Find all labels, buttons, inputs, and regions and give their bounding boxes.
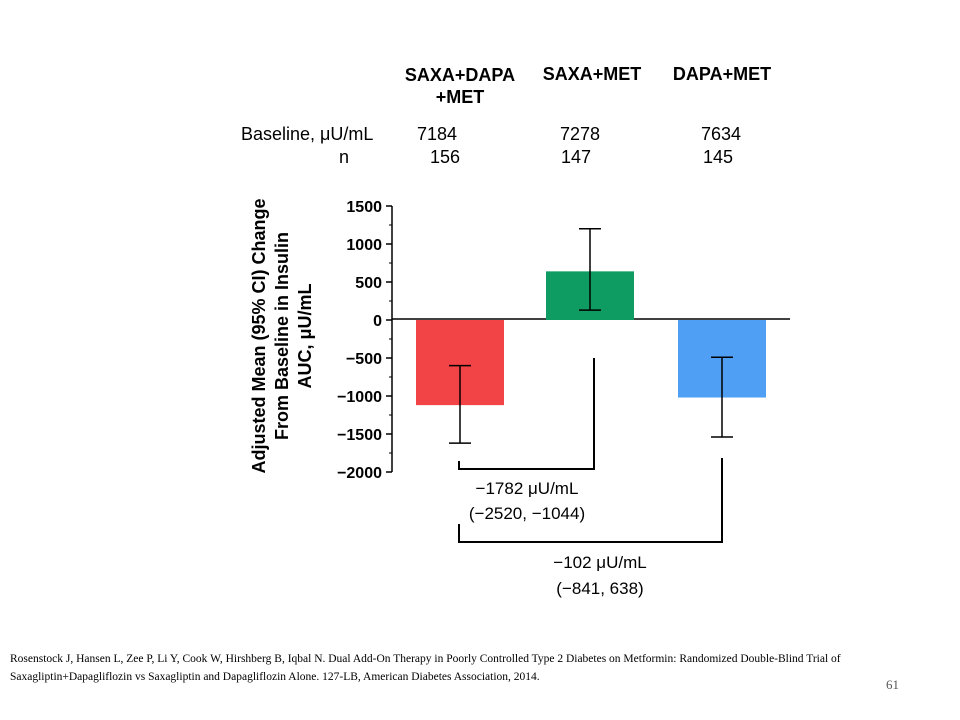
comparison-2-ci: (−841, 638) — [556, 579, 643, 598]
y-tick-label: −1000 — [337, 389, 382, 406]
comparison-1-value: −1782 μU/mL — [476, 479, 579, 498]
group-label-3: DAPA+MET — [673, 64, 771, 84]
baseline-value-1: 7184 — [417, 124, 457, 144]
y-axis-title-line1: Adjusted Mean (95% CI) Change — [249, 198, 269, 473]
group-label-2: SAXA+MET — [543, 64, 642, 84]
y-tick-label: 0 — [373, 313, 382, 330]
comparison-bracket-1 — [458, 358, 595, 470]
group-label-1-line1: SAXA+DAPA — [405, 65, 515, 85]
comparison-2-value: −102 μU/mL — [553, 553, 646, 572]
comparison-bracket-2 — [458, 458, 723, 543]
y-tick-label: 1500 — [346, 199, 382, 216]
page-number: 61 — [886, 677, 899, 692]
group-label-1-line2: +MET — [436, 87, 485, 107]
y-tick-label: 1000 — [346, 237, 382, 254]
y-tick-label: 500 — [355, 275, 382, 292]
baseline-value-2: 7278 — [560, 124, 600, 144]
y-axis-title-line3: AUC, μU/mL — [295, 283, 315, 388]
baseline-row-label: Baseline, μU/mL — [241, 124, 373, 144]
comparison-1-ci: (−2520, −1044) — [469, 504, 585, 523]
baseline-value-3: 7634 — [701, 124, 741, 144]
y-axis-title-line2: From Baseline in Insulin — [272, 232, 292, 440]
n-value-2: 147 — [561, 147, 591, 167]
y-tick-label: −1500 — [337, 427, 382, 444]
y-tick-label: −2000 — [337, 465, 382, 482]
n-value-3: 145 — [703, 147, 733, 167]
n-row-label: n — [339, 147, 349, 167]
bar-chart: SAXA+DAPA +MET SAXA+MET DAPA+MET Baselin… — [241, 64, 790, 598]
n-value-1: 156 — [430, 147, 460, 167]
reference-citation: Rosenstock J, Hansen L, Zee P, Li Y, Coo… — [10, 653, 841, 683]
y-tick-label: −500 — [346, 351, 382, 368]
